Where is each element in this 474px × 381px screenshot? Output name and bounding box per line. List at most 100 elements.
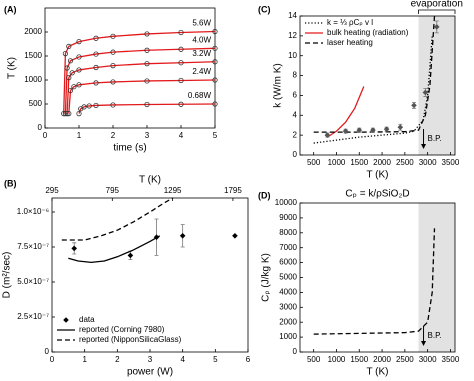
plot-frame <box>44 7 216 129</box>
data-point <box>383 126 390 132</box>
data-point <box>76 111 82 117</box>
data-point <box>93 102 99 109</box>
data-point <box>110 33 116 39</box>
data-point <box>71 245 78 252</box>
data-point <box>212 59 218 65</box>
data-point <box>66 43 72 50</box>
data-point <box>81 104 87 110</box>
y-tick-label: 2000 <box>24 27 42 36</box>
data-point <box>212 77 218 83</box>
series-line <box>313 228 436 335</box>
series-line <box>326 86 365 138</box>
plot-frame <box>299 15 456 156</box>
data-point <box>93 80 99 86</box>
data-point <box>67 58 74 64</box>
series-line <box>68 79 216 114</box>
data-point <box>76 54 82 60</box>
data-point <box>212 28 218 35</box>
x-tick-label: 2500 <box>396 355 414 364</box>
x2-axis-label: T (K) <box>139 175 161 186</box>
data-point <box>66 111 72 117</box>
data-point <box>76 82 82 88</box>
legend-label: laser heating <box>327 38 373 47</box>
x-tick-label: 500 <box>307 158 321 167</box>
data-point <box>93 51 99 57</box>
data-point <box>62 50 69 57</box>
y-tick-label: 2000 <box>279 317 297 326</box>
data-point <box>212 101 218 107</box>
data-point <box>110 62 116 69</box>
legend-label: data <box>79 315 95 324</box>
x2-tick-label: 1795 <box>224 186 242 195</box>
data-point <box>178 60 184 66</box>
y-tick-label: 5000 <box>279 273 297 282</box>
data-point <box>69 70 75 76</box>
x-tick-label: 3 <box>145 131 150 140</box>
data-point <box>144 78 150 84</box>
data-point <box>110 79 116 85</box>
data-point <box>324 132 331 138</box>
y-tick-label: 0 <box>293 150 298 159</box>
y-tick-label: 4000 <box>279 288 297 297</box>
data-point <box>179 233 186 239</box>
data-point <box>178 101 184 107</box>
span-bracket <box>418 9 456 14</box>
legend-label: reported (NipponSilicaGlass) <box>79 335 182 344</box>
y-tick-label: 1500 <box>24 51 42 60</box>
data-point <box>71 84 77 90</box>
y-tick-label: 0 <box>293 347 298 356</box>
legend-label: reported (Corning 7980) <box>79 325 165 334</box>
y-tick-label: 7.5×10⁻⁷ <box>17 242 49 251</box>
y-axis-label: k (W/m K) <box>273 63 284 107</box>
x-axis-label: power (W) <box>127 367 173 378</box>
bp-arrow-head <box>421 144 427 149</box>
shaded-region <box>418 203 455 352</box>
chart-title: Cₚ = k/ρSiO₂D <box>345 189 409 200</box>
y-tick-label: 7000 <box>279 243 297 252</box>
data-point <box>370 127 376 133</box>
y-tick-label: 1.0×10⁻⁶ <box>17 207 49 216</box>
y-tick-label: 8000 <box>279 228 297 237</box>
data-point <box>144 101 150 108</box>
y-tick-label: 2.5×10⁻⁷ <box>17 312 49 321</box>
x-tick-label: 3500 <box>442 355 460 364</box>
data-point <box>66 75 72 81</box>
y-tick-label: 4 <box>293 110 298 119</box>
x-axis-label: time (s) <box>113 143 146 154</box>
y-tick-label: 12 <box>288 31 297 40</box>
x-tick-label: 5 <box>213 355 218 364</box>
data-point <box>422 89 429 96</box>
series-line <box>64 47 216 114</box>
x-tick-label: 1 <box>77 131 82 140</box>
data-point <box>178 29 184 36</box>
y-tick-label: 2 <box>293 130 298 139</box>
data-point <box>67 87 74 94</box>
data-point <box>212 45 218 51</box>
x-tick-label: 2 <box>115 355 120 364</box>
series-line <box>313 15 436 133</box>
data-point <box>76 38 82 45</box>
y-tick-label: 14 <box>288 11 297 20</box>
y-tick-label: 500 <box>29 99 43 108</box>
y-axis-label: Cₚ (J/kg K) <box>261 253 272 302</box>
y-tick-label: 9000 <box>279 213 297 222</box>
y-axis-label: D (m²/sec) <box>2 252 13 299</box>
span-label: evaporation <box>411 0 463 10</box>
y-tick-label: 1000 <box>279 332 297 341</box>
bp-label: B.P. <box>428 134 442 143</box>
data-point <box>110 102 116 108</box>
series-line <box>61 197 174 241</box>
x-axis-label: T (K) <box>366 367 388 378</box>
data-point <box>93 64 99 71</box>
x-tick-label: 3000 <box>419 158 437 167</box>
data-point <box>86 103 92 109</box>
data-point <box>178 77 184 84</box>
x-tick-label: 0 <box>43 131 48 140</box>
panel-label: (B) <box>4 178 17 188</box>
panel-label: (A) <box>4 4 17 14</box>
legend-label: bulk heating (radiation) <box>327 28 409 37</box>
x-tick-label: 2000 <box>373 355 391 364</box>
data-point <box>178 46 184 52</box>
x-tick-label: 4 <box>180 355 185 364</box>
